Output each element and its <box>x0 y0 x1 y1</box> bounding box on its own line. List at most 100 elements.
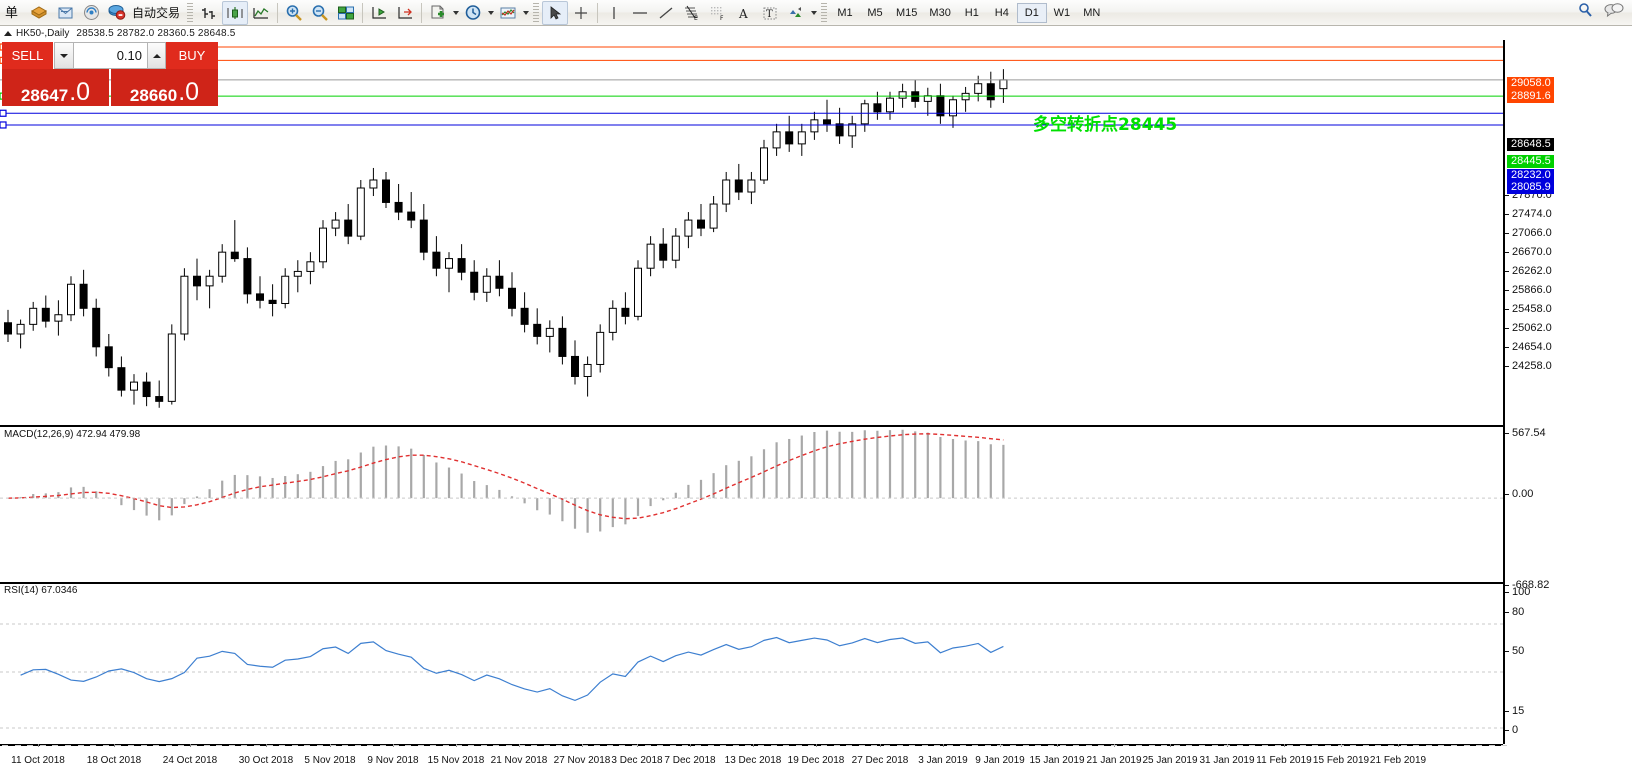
date-axis-grid <box>304 745 311 746</box>
chart-shift-icon[interactable] <box>392 1 418 25</box>
one-click-trading-panel[interactable]: SELL 0.10 BUY 28647.0 28660.0 <box>2 42 218 106</box>
history-icon[interactable] <box>26 1 52 25</box>
date-tick-mark <box>1398 744 1399 747</box>
svg-text:F: F <box>720 15 724 21</box>
text-label-icon[interactable]: A <box>731 1 757 25</box>
buy-button[interactable]: BUY <box>166 42 218 69</box>
price-level-label[interactable]: 28648.5 <box>1507 138 1554 151</box>
timeframe-m1[interactable]: M1 <box>837 6 853 19</box>
date-axis-grid <box>443 745 449 746</box>
text-icon[interactable]: T <box>757 1 783 25</box>
macd-pane[interactable]: MACD(12,26,9) 472.94 479.98 <box>0 427 1503 584</box>
date-axis-grid <box>354 745 361 746</box>
price-tick-label: 24258.0 <box>1512 360 1552 372</box>
date-axis-grid <box>543 745 550 746</box>
sell-button[interactable]: SELL <box>2 42 54 69</box>
bid-price-box[interactable]: 28647.0 <box>2 69 109 106</box>
zoom-out-icon[interactable] <box>307 1 333 25</box>
price-scale[interactable]: 27870.0 27474.0 27066.0 26670.0 26262.0 25866… <box>1505 40 1632 770</box>
channel-icon[interactable]: F <box>705 1 731 25</box>
price-level-label[interactable]: 28085.9 <box>1507 181 1554 194</box>
price-tick-mark <box>1505 233 1509 234</box>
price-tick-mark <box>1505 366 1509 367</box>
price-tick-label: 27066.0 <box>1512 227 1552 239</box>
autotrade-icon[interactable] <box>104 1 130 25</box>
vertical-line-icon[interactable] <box>601 1 627 25</box>
date-tick-mark <box>943 744 944 747</box>
templates-dropdown-arrow[interactable] <box>451 1 460 25</box>
timeframe-h4[interactable]: H4 <box>994 6 1009 19</box>
period-icon[interactable] <box>460 1 486 25</box>
date-axis-grid <box>241 745 248 746</box>
tile-windows-icon[interactable] <box>333 1 359 25</box>
bar-chart-icon[interactable] <box>196 1 222 25</box>
timeframe-m15[interactable]: M15 <box>896 6 918 19</box>
fibonacci-icon[interactable]: E <box>679 1 705 25</box>
indicators-dropdown-arrow[interactable] <box>521 1 530 25</box>
price-level-label[interactable]: 28445.5 <box>1507 155 1554 168</box>
shapes-dropdown-arrow[interactable] <box>809 1 818 25</box>
period-dropdown-arrow[interactable] <box>486 1 495 25</box>
candlestick-chart-icon[interactable] <box>222 0 249 25</box>
date-tick-label: 15 Jan 2019 <box>1029 755 1085 766</box>
search-icon[interactable] <box>1577 2 1594 24</box>
chart-area[interactable]: MACD(12,26,9) 472.94 479.98 RSI(14) 67.0… <box>0 40 1632 770</box>
bid-price-integer: 28647 <box>20 86 69 105</box>
date-axis-grid <box>556 745 563 746</box>
date-axis-grid <box>1035 745 1042 746</box>
price-level-label[interactable]: 29058.0 <box>1507 77 1554 90</box>
date-tick-label: 25 Jan 2019 <box>1142 755 1198 766</box>
ask-price-box[interactable]: 28660.0 <box>111 69 218 106</box>
date-tick-mark <box>690 744 691 747</box>
toolbar-grip-2[interactable] <box>533 2 540 23</box>
price-tick-mark <box>1505 309 1509 310</box>
timeframe-m30[interactable]: M30 <box>929 6 951 19</box>
ohlc-values: 28538.5 28782.0 28360.5 28648.5 <box>76 28 236 39</box>
volume-increase-icon[interactable] <box>147 43 165 68</box>
order-icon[interactable]: 单 <box>0 1 26 25</box>
date-tick-label: 7 Dec 2018 <box>664 755 716 766</box>
line-chart-icon[interactable] <box>248 1 274 25</box>
price-level-label[interactable]: 28232.0 <box>1507 169 1554 182</box>
mail-icon[interactable] <box>52 1 78 25</box>
timeframe-m5[interactable]: M5 <box>867 6 883 19</box>
horizontal-line-icon[interactable] <box>627 1 653 25</box>
timeframe-w1[interactable]: W1 <box>1053 6 1071 19</box>
indicators-icon[interactable] <box>495 1 521 25</box>
date-tick-label: 3 Jan 2019 <box>918 755 968 766</box>
scale-tick-mark <box>1505 433 1509 434</box>
date-axis-grid <box>1463 745 1470 746</box>
date-tick-label: 30 Oct 2018 <box>238 755 294 766</box>
rsi-pane[interactable]: RSI(14) 67.0346 <box>0 584 1503 746</box>
chat-icon[interactable] <box>1604 2 1624 23</box>
toolbar-grip-3[interactable] <box>821 2 828 23</box>
trendline-icon[interactable] <box>653 1 679 25</box>
shapes-icon[interactable] <box>783 1 809 25</box>
date-axis-grid <box>1236 745 1243 746</box>
autotrade-label[interactable]: 自动交易 <box>132 6 181 20</box>
timeframe-mn[interactable]: MN <box>1083 6 1101 19</box>
date-axis-grid <box>531 745 538 746</box>
date-axis-grid <box>581 745 588 746</box>
date-axis-grid <box>997 745 1004 746</box>
vertical-axis-line <box>1503 40 1505 744</box>
cursor-icon[interactable] <box>542 0 569 25</box>
date-axis-grid <box>254 745 260 746</box>
price-level-label[interactable]: 28891.6 <box>1507 90 1554 103</box>
toolbar-grip[interactable] <box>187 2 194 23</box>
date-axis-grid <box>846 745 853 746</box>
auto-scroll-icon[interactable] <box>366 1 392 25</box>
signal-icon[interactable] <box>78 1 104 25</box>
date-axis-grid <box>39 745 46 746</box>
timeframe-d1[interactable]: D1 <box>1016 2 1047 23</box>
macd-label: MACD(12,26,9) 472.94 479.98 <box>4 429 141 440</box>
zoom-in-icon[interactable] <box>281 1 307 25</box>
timeframe-h1[interactable]: H1 <box>964 6 979 19</box>
templates-icon[interactable] <box>425 1 451 25</box>
volume-dropdown-icon[interactable] <box>55 43 74 68</box>
volume-stepper[interactable]: 0.10 <box>54 42 166 69</box>
date-axis-grid <box>165 745 172 746</box>
volume-value[interactable]: 0.10 <box>74 43 147 68</box>
price-pane[interactable] <box>0 40 1503 427</box>
crosshair-icon[interactable] <box>568 1 594 25</box>
